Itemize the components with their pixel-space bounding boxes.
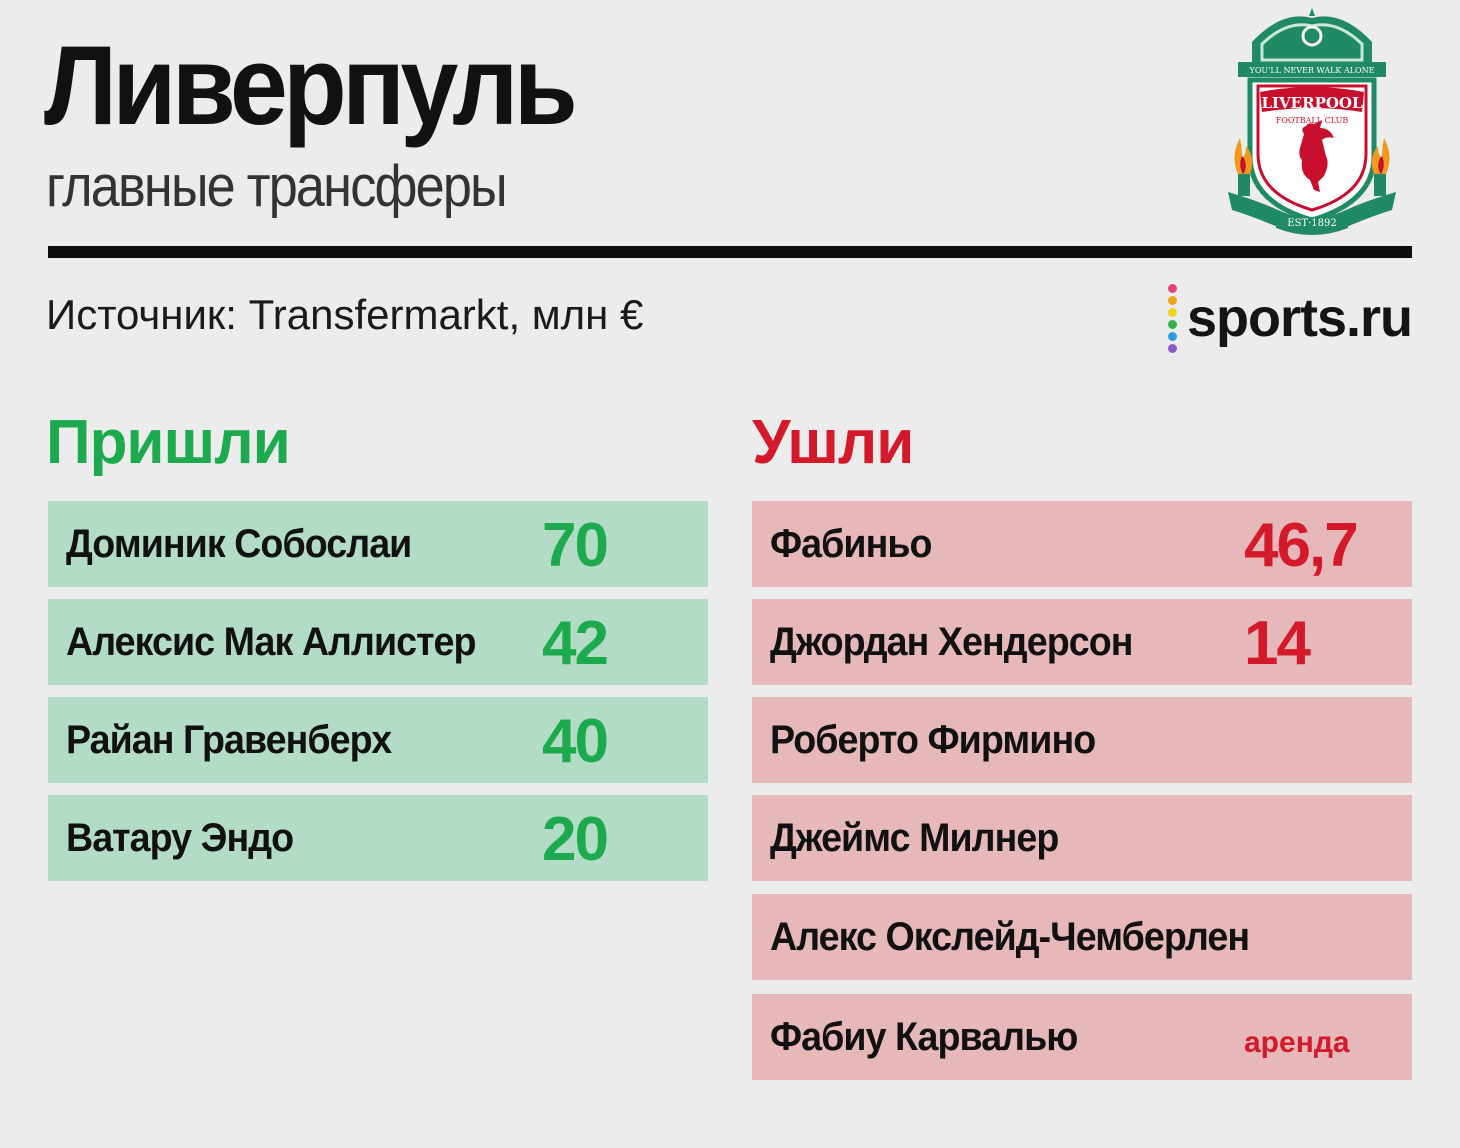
source-note: Источник: Transfermarkt, млн €: [46, 291, 644, 338]
brand-dot: [1167, 319, 1177, 329]
crest-club: LIVERPOOL: [1261, 94, 1363, 112]
departed-row: Фабиу Карвалью аренда: [752, 994, 1412, 1080]
brand-name: sports.ru: [1186, 288, 1413, 348]
player-name: Алекс Окслейд-Чемберлен: [770, 914, 1250, 959]
player-name: Джордан Хендерсон: [770, 619, 1133, 664]
brand-dot: [1167, 283, 1177, 293]
player-name: Роберто Фирмино: [770, 717, 1096, 762]
transfer-fee: 70: [542, 511, 609, 580]
brand-dot: [1167, 343, 1177, 353]
arrived-row: Ватару Эндо 20: [48, 795, 708, 881]
departed-row: Джеймс Милнер: [752, 795, 1412, 881]
brand-dot: [1167, 307, 1177, 317]
player-name: Джеймс Милнер: [770, 815, 1059, 860]
brand-dots-icon: [1167, 283, 1177, 353]
player-name: Ватару Эндо: [66, 815, 294, 860]
transfer-fee: 20: [542, 805, 609, 874]
liverpool-fc-crest-icon: YOU'LL NEVER WALK ALONE LIVERPOOL FOOTBA…: [1228, 8, 1396, 235]
transfer-fee: 42: [542, 609, 609, 678]
player-name: Фабиньо: [770, 521, 933, 566]
arrived-row: Райан Гравенберх 40: [48, 697, 708, 783]
player-name: Фабиу Карвалью: [770, 1014, 1078, 1059]
player-name: Доминик Собослаи: [66, 521, 412, 566]
crest-motto: YOU'LL NEVER WALK ALONE: [1249, 66, 1375, 75]
arrived-heading: Пришли: [46, 408, 291, 477]
departed-row: Роберто Фирмино: [752, 697, 1412, 783]
transfer-fee: 46,7: [1244, 511, 1359, 580]
brand-dot: [1167, 295, 1177, 305]
page-subtitle: главные трансферы: [46, 154, 508, 219]
departed-row: Алекс Окслейд-Чемберлен: [752, 894, 1412, 980]
sports-ru-logo: sports.ru: [1167, 283, 1413, 353]
arrived-row: Алексис Мак Аллистер 42: [48, 599, 708, 685]
departed-row: Джордан Хендерсон 14: [752, 599, 1412, 685]
player-name: Райан Гравенберх: [66, 717, 392, 762]
player-name: Алексис Мак Аллистер: [66, 619, 477, 664]
departed-heading: Ушли: [752, 408, 914, 477]
loan-label: аренда: [1244, 1026, 1350, 1059]
page-title: Ливерпуль: [44, 23, 578, 148]
crest-club-sub: FOOTBALL CLUB: [1276, 116, 1349, 125]
arrived-row: Доминик Собослаи 70: [48, 501, 708, 587]
departed-row: Фабиньо 46,7: [752, 501, 1412, 587]
header-divider: [48, 246, 1412, 258]
crest-est: EST·1892: [1287, 218, 1336, 229]
brand-dot: [1167, 331, 1177, 341]
transfer-fee: 40: [542, 707, 609, 776]
transfer-fee: 14: [1244, 609, 1311, 678]
